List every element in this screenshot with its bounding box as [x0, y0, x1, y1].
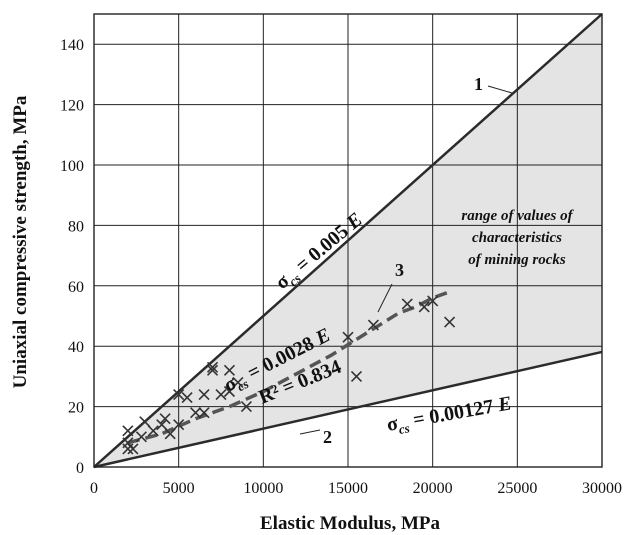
tick-labels-layer: 0 5000 10000 15000 20000 25000 30000 0 20 40 60 80 1…	[60, 37, 622, 497]
data-point-marker	[444, 316, 456, 328]
y-tick-label: 60	[68, 279, 84, 296]
data-point-marker	[147, 425, 159, 437]
data-point-marker	[240, 401, 252, 413]
data-point-marker	[173, 388, 185, 401]
range-label-line-1: range of values of	[461, 208, 574, 224]
data-point-marker	[190, 407, 202, 419]
data-point-marker	[181, 391, 193, 404]
range-label-line-3: of mining rocks	[468, 252, 566, 268]
data-point-marker	[206, 361, 219, 373]
data-point-marker	[135, 431, 147, 443]
data-point-marker	[342, 331, 354, 343]
points-layer	[122, 295, 456, 455]
line-3-id-label: 3	[395, 260, 404, 280]
axes-layer	[93, 13, 603, 468]
x-tick-label: 5000	[163, 480, 195, 497]
data-point-marker	[367, 319, 379, 331]
y-tick-label: 100	[60, 158, 84, 175]
data-point-marker	[164, 428, 176, 440]
x-tick-label: 10000	[243, 480, 283, 497]
line-2-leader	[299, 429, 321, 435]
data-point-marker	[215, 388, 227, 401]
line-3-leader	[377, 283, 393, 313]
y-tick-label: 20	[68, 400, 84, 417]
plot-frame	[93, 13, 603, 468]
y-tick-label: 40	[68, 339, 84, 356]
data-point-marker	[350, 370, 363, 382]
data-point-marker	[206, 364, 219, 376]
data-point-marker	[223, 385, 236, 398]
data-point-marker	[122, 425, 134, 437]
data-point-marker	[223, 364, 236, 376]
line-2-id-label: 2	[323, 427, 332, 447]
x-tick-label: 15000	[328, 480, 368, 497]
equation-line-2: σcs = 0.00127 E	[385, 392, 514, 439]
y-tick-label: 140	[60, 37, 84, 54]
x-axis-title: Elastic Modulus, MPa	[260, 513, 440, 534]
lines-layer	[93, 13, 603, 469]
range-label-line-2: characteristics	[472, 230, 562, 246]
series-line-2	[93, 350, 603, 469]
data-point-marker	[139, 416, 151, 428]
x-tick-label: 20000	[413, 480, 453, 497]
data-point-marker	[122, 443, 134, 455]
y-tick-label: 120	[60, 98, 84, 115]
y-tick-label: 80	[68, 218, 84, 235]
data-point-marker	[127, 443, 139, 455]
data-point-marker	[401, 298, 413, 310]
data-point-marker	[427, 295, 439, 307]
line-1-leader	[487, 85, 513, 94]
y-axis-title: Uniaxial compressive strength, MPa	[10, 95, 31, 388]
x-tick-label: 0	[90, 480, 98, 497]
x-tick-label: 25000	[497, 480, 537, 497]
data-point-marker	[198, 388, 210, 401]
x-tick-label: 30000	[582, 480, 622, 497]
data-point-marker	[159, 413, 171, 425]
data-point-marker	[198, 407, 210, 419]
data-point-marker	[232, 376, 244, 389]
data-point-marker	[173, 419, 185, 431]
data-point-marker	[418, 301, 430, 313]
data-point-marker	[156, 419, 168, 431]
series-line-1	[93, 13, 603, 468]
series-line-3-trend	[127, 290, 451, 445]
line-1-id-label: 1	[474, 74, 483, 94]
y-tick-label: 0	[76, 460, 84, 477]
